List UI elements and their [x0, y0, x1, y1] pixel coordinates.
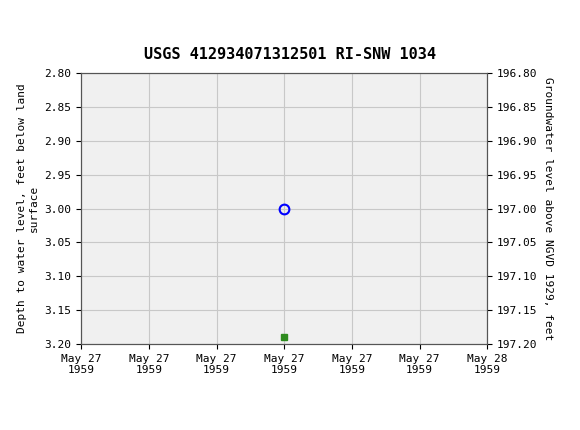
Y-axis label: Groundwater level above NGVD 1929, feet: Groundwater level above NGVD 1929, feet	[543, 77, 553, 340]
Text: USGS 412934071312501 RI-SNW 1034: USGS 412934071312501 RI-SNW 1034	[144, 47, 436, 62]
Legend: Period of approved data: Period of approved data	[175, 429, 393, 430]
Text: ≋USGS: ≋USGS	[9, 16, 90, 36]
Y-axis label: Depth to water level, feet below land
surface: Depth to water level, feet below land su…	[17, 84, 39, 333]
